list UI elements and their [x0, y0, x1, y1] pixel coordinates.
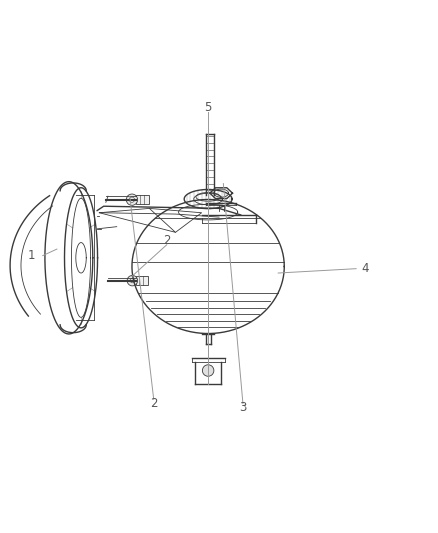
- Circle shape: [130, 278, 134, 283]
- Text: 1: 1: [28, 249, 35, 262]
- Text: 2: 2: [150, 397, 158, 410]
- Text: 2: 2: [163, 234, 170, 247]
- Text: 5: 5: [205, 101, 212, 114]
- Circle shape: [127, 276, 138, 286]
- Circle shape: [126, 194, 138, 205]
- Text: 3: 3: [239, 401, 247, 415]
- Circle shape: [129, 197, 134, 203]
- Circle shape: [202, 365, 214, 376]
- FancyBboxPatch shape: [136, 195, 149, 205]
- FancyBboxPatch shape: [136, 276, 148, 285]
- Text: 4: 4: [361, 262, 368, 275]
